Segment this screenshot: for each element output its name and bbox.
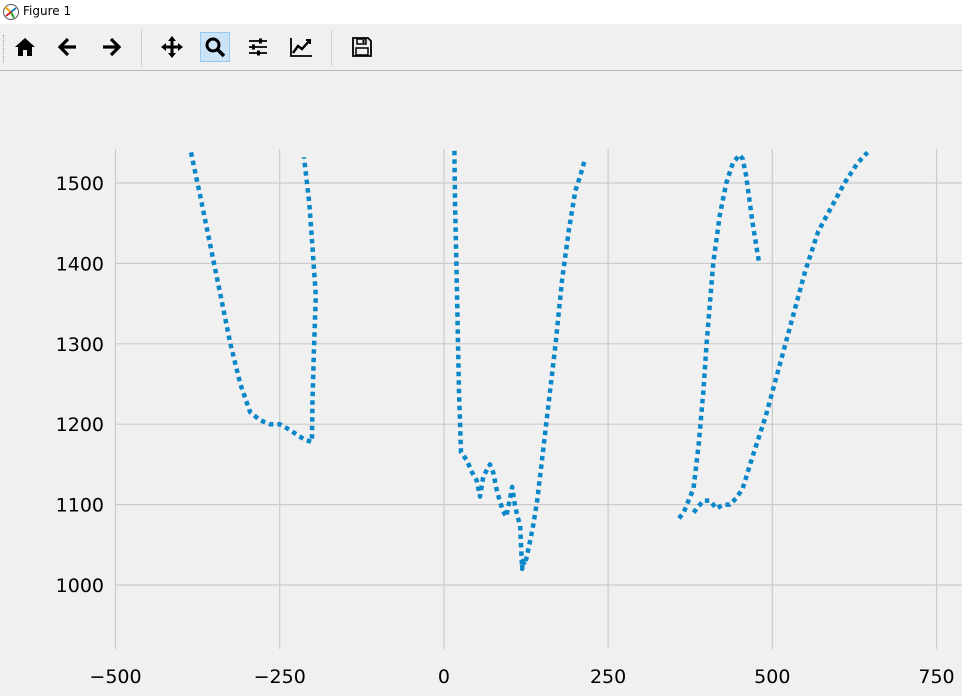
x-axis-ticks: −500 −250 0 250 500 750 bbox=[89, 666, 954, 688]
pan-button[interactable] bbox=[157, 32, 187, 62]
window-title: Figure 1 bbox=[23, 4, 72, 18]
edit-axis-button[interactable] bbox=[286, 32, 316, 62]
series-line-4 bbox=[691, 150, 870, 515]
sliders-icon bbox=[249, 38, 267, 56]
x-tick-label: 250 bbox=[590, 666, 626, 688]
home-button[interactable] bbox=[10, 32, 40, 62]
arrow-left-icon bbox=[57, 37, 76, 57]
x-tick-label: 0 bbox=[438, 666, 450, 688]
x-tick-label: −250 bbox=[254, 666, 306, 688]
plot-area[interactable]: −500 −250 0 250 500 750 1000 1100 1200 1300 1400 1… bbox=[0, 71, 962, 696]
x-tick-label: −500 bbox=[89, 666, 141, 688]
forward-button[interactable] bbox=[96, 32, 126, 62]
series-line-2 bbox=[452, 150, 588, 572]
toolbar-separator bbox=[141, 30, 142, 66]
y-tick-label: 1000 bbox=[56, 575, 104, 597]
matplotlib-icon bbox=[3, 4, 19, 20]
line-chart-icon bbox=[290, 38, 312, 57]
move-icon bbox=[161, 36, 183, 58]
save-button[interactable] bbox=[347, 32, 377, 62]
line-chart: −500 −250 0 250 500 750 100011001200130014001… bbox=[56, 149, 962, 688]
series-line-1 bbox=[188, 151, 319, 445]
y-axis-ticks: 1000 1100 1200 1300 1400 1500 bbox=[56, 173, 104, 597]
zoom-icon bbox=[205, 37, 226, 58]
grid bbox=[114, 149, 962, 649]
series-line-3 bbox=[677, 152, 762, 520]
series-group bbox=[188, 150, 870, 572]
y-tick-label: 1200 bbox=[56, 414, 104, 436]
y-tick-label: 1400 bbox=[56, 253, 104, 275]
title-bar: Figure 1 bbox=[0, 0, 962, 24]
y-tick-label: 1100 bbox=[56, 495, 104, 517]
zoom-button[interactable] bbox=[200, 32, 230, 62]
x-tick-label: 750 bbox=[918, 666, 954, 688]
arrow-right-icon bbox=[103, 37, 122, 57]
toolbar-separator bbox=[331, 30, 332, 66]
home-icon bbox=[15, 38, 35, 56]
toolbar bbox=[0, 24, 962, 71]
floppy-disk-icon bbox=[352, 37, 372, 57]
configure-subplots-button[interactable] bbox=[243, 32, 273, 62]
y-tick-label: 1500 bbox=[56, 173, 104, 195]
toolbar-grip bbox=[3, 35, 6, 63]
back-button[interactable] bbox=[53, 32, 83, 62]
x-tick-label: 500 bbox=[754, 666, 790, 688]
y-tick-label: 1300 bbox=[56, 334, 104, 356]
